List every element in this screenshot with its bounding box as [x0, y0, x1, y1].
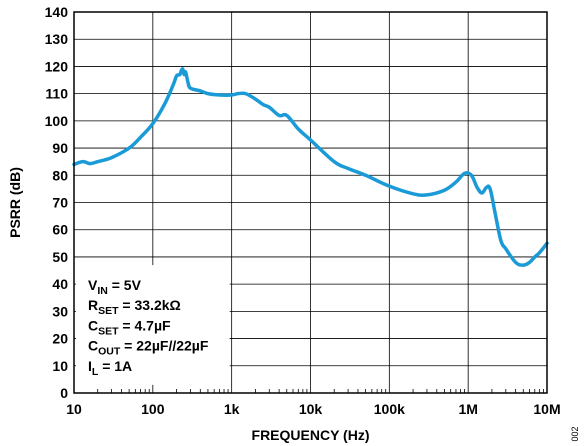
- y-tick-label: 60: [52, 222, 68, 238]
- y-tick-label: 110: [45, 86, 68, 102]
- annotation-background: [76, 265, 230, 385]
- y-axis-title: PSRR (dB): [7, 167, 23, 238]
- annotation-line: CSET = 4.7µF: [88, 317, 171, 337]
- y-tick-label: 90: [52, 140, 68, 156]
- y-tick-labels: 0 10 20 30 40 50 60 70 80 90 100 110 120 130 140: [45, 4, 69, 401]
- x-tick-label: 1k: [224, 401, 240, 417]
- x-tick-labels: 10 100 1k 10k 100k 1M 10M: [66, 401, 560, 417]
- x-axis-title: FREQUENCY (Hz): [252, 427, 370, 443]
- annotation-line: IL = 1A: [88, 358, 132, 378]
- x-tick-label: 10M: [533, 401, 560, 417]
- y-tick-label: 130: [45, 31, 69, 47]
- x-tick-label: 10k: [299, 401, 323, 417]
- y-tick-label: 50: [52, 249, 68, 265]
- y-tick-label: 30: [52, 303, 68, 319]
- y-tick-label: 120: [45, 58, 69, 74]
- y-tick-label: 100: [45, 113, 69, 129]
- x-tick-label: 1M: [458, 401, 477, 417]
- figure-id: 002: [570, 426, 580, 441]
- y-tick-label: 10: [52, 358, 68, 374]
- y-tick-label: 70: [52, 195, 68, 211]
- annotation-line: VIN = 5V: [88, 277, 142, 297]
- y-tick-label: 80: [52, 167, 68, 183]
- y-tick-label: 140: [45, 4, 69, 20]
- annotation-line: RSET = 33.2kΩ: [88, 297, 181, 317]
- y-tick-label: 0: [60, 385, 68, 401]
- plot-frame: [73, 11, 548, 394]
- x-tick-label: 100: [141, 401, 165, 417]
- annotation-line: COUT = 22µF//22µF: [88, 338, 209, 358]
- psrr-series-line: [72, 67, 549, 267]
- x-tick-label: 100k: [374, 401, 405, 417]
- y-tick-label: 20: [52, 331, 68, 347]
- x-tick-label: 10: [66, 401, 82, 417]
- y-tick-label: 40: [52, 276, 68, 292]
